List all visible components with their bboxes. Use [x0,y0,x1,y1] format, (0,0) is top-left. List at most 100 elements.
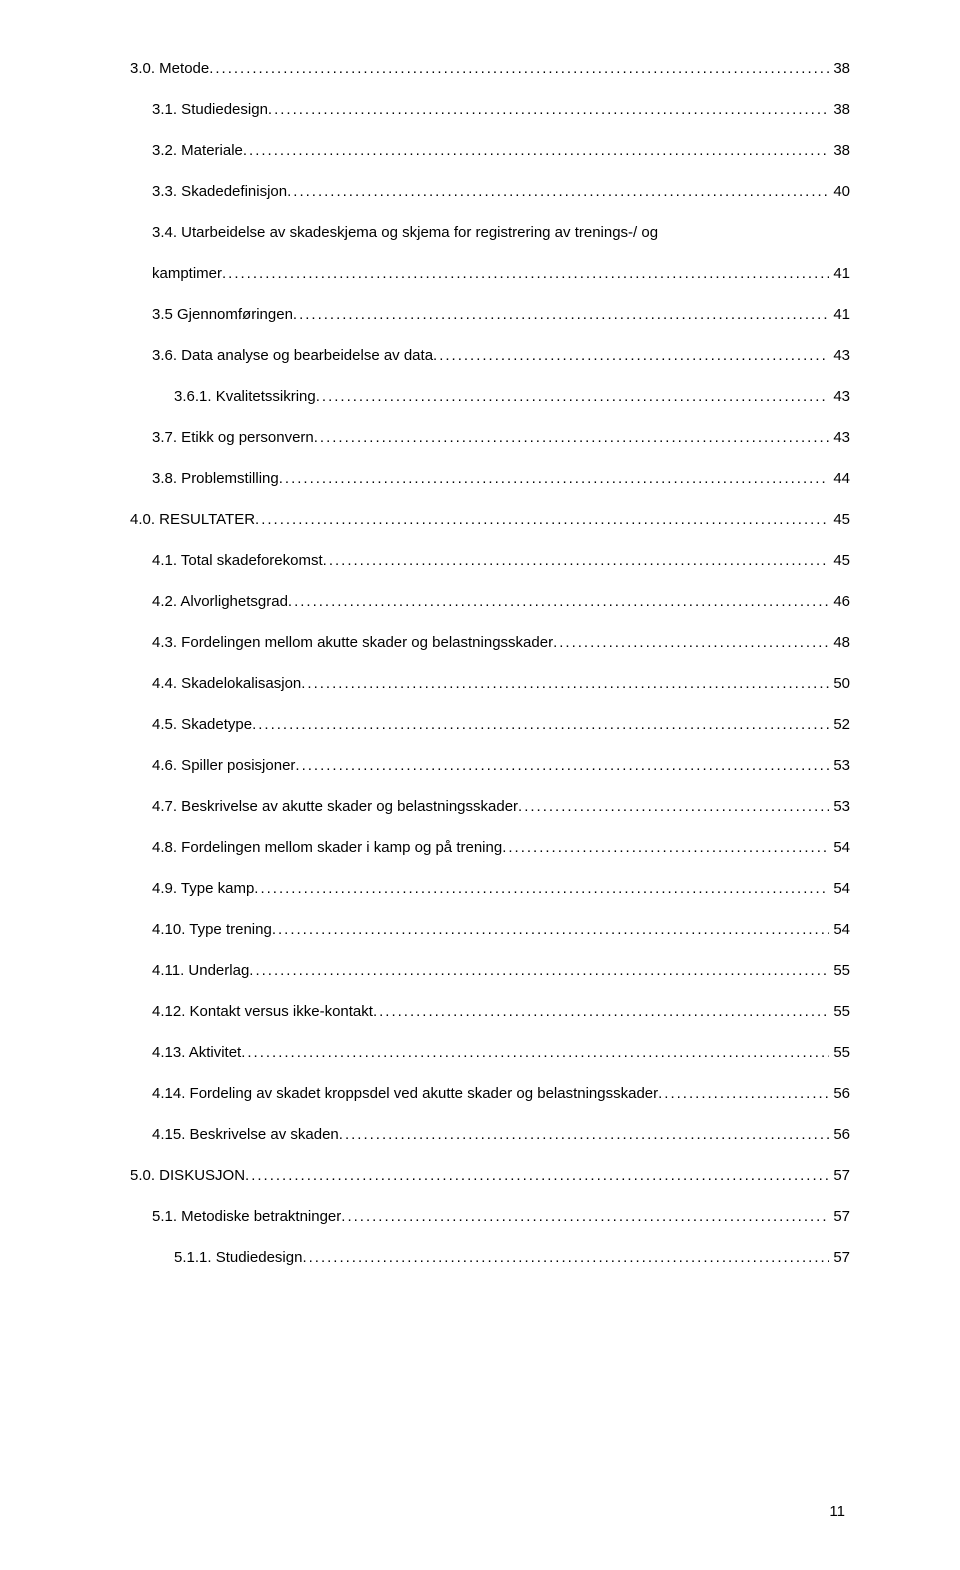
toc-entry-page: 57 [829,1208,850,1225]
toc-entry: 4.15. Beskrivelse av skaden.............… [130,1126,850,1143]
toc-dot-leader: ........................................… [279,470,830,487]
toc-entry-label: 3.1. Studiedesign [152,101,268,118]
toc-entry-page: 57 [829,1167,850,1184]
toc-entry-label: 4.11. Underlag [152,962,249,979]
toc-entry: 5.1.1. Studiedesign.....................… [130,1249,850,1266]
toc-entry-page: 38 [829,101,850,118]
toc-entry: 4.13. Aktivitet.........................… [130,1044,850,1061]
toc-dot-leader: ........................................… [301,675,829,692]
toc-entry: 4.12. Kontakt versus ikke-kontakt.......… [130,1003,850,1020]
toc-dot-leader: ........................................… [293,306,829,323]
toc-dot-leader: ........................................… [316,388,830,405]
toc-dot-leader: ........................................… [287,183,829,200]
toc-dot-leader: ........................................… [288,593,829,610]
toc-entry: 4.3. Fordelingen mellom akutte skader og… [130,634,850,651]
toc-entry: 4.10. Type trening......................… [130,921,850,938]
toc-dot-leader: ........................................… [658,1085,829,1102]
toc-entry: 3.8. Problemstilling....................… [130,470,850,487]
toc-entry-page: 44 [829,470,850,487]
toc-entry-page: 55 [829,962,850,979]
toc-entry-label: 4.3. Fordelingen mellom akutte skader og… [152,634,553,651]
toc-dot-leader: ........................................… [272,921,830,938]
toc-entry-page: 53 [829,798,850,815]
toc-entry-label: 3.2. Materiale [152,142,243,159]
toc-entry-label: 5.1.1. Studiedesign [174,1249,302,1266]
toc-entry-label: 4.5. Skadetype [152,716,252,733]
toc-dot-leader: ........................................… [255,511,829,528]
toc-dot-leader: ........................................… [339,1126,830,1143]
toc-dot-leader: ........................................… [302,1249,829,1266]
toc-entry: 3.6.1. Kvalitetssikring.................… [130,388,850,405]
toc-entry-page: 56 [829,1126,850,1143]
toc-entry-label: 3.6.1. Kvalitetssikring [174,388,316,405]
toc-entry-page: 54 [829,839,850,856]
toc-entry-label: 4.14. Fordeling av skadet kroppsdel ved … [152,1085,658,1102]
toc-dot-leader: ........................................… [222,265,829,282]
toc-entry-page: 38 [829,60,850,77]
toc-entry-label: 4.10. Type trening [152,921,272,938]
toc-dot-leader: ........................................… [241,1044,829,1061]
toc-entry: 4.2. Alvorlighetsgrad...................… [130,593,850,610]
toc-entry-label: 3.0. Metode [130,60,209,77]
toc-entry-page: 53 [829,757,850,774]
toc-entry: 3.4. Utarbeidelse av skadeskjema og skje… [130,224,850,241]
toc-entry-page: 45 [829,511,850,528]
toc-entry: 4.4. Skadelokalisasjon..................… [130,675,850,692]
toc-entry-page: 41 [829,306,850,323]
toc-entry-label: 5.0. DISKUSJON [130,1167,245,1184]
toc-entry: 4.9. Type kamp..........................… [130,880,850,897]
toc-entry-page: 40 [829,183,850,200]
toc-entry-page: 43 [829,388,850,405]
page-number: 11 [829,1503,845,1520]
toc-entry-page: 55 [829,1044,850,1061]
toc-entry: 4.0. RESULTATER.........................… [130,511,850,528]
toc-entry: 3.3. Skadedefinisjon....................… [130,183,850,200]
toc-entry: kamptimer...............................… [130,265,850,282]
toc-dot-leader: ........................................… [249,962,829,979]
toc-dot-leader: ........................................… [553,634,829,651]
toc-entry-label: 4.7. Beskrivelse av akutte skader og bel… [152,798,518,815]
toc-entry: 3.0. Metode.............................… [130,60,850,77]
toc-entry-label: 4.6. Spiller posisjoner [152,757,295,774]
toc-dot-leader: ........................................… [254,880,829,897]
toc-entry: 4.5. Skadetype..........................… [130,716,850,733]
toc-entry-label: kamptimer [152,265,222,282]
toc-entry-label: 4.1. Total skadeforekomst [152,552,323,569]
toc-entry-label: 4.13. Aktivitet [152,1044,241,1061]
toc-entry: 3.7. Etikk og personvern................… [130,429,850,446]
toc-entry: 5.1. Metodiske betraktninger............… [130,1208,850,1225]
toc-entry: 4.11. Underlag..........................… [130,962,850,979]
toc-entry: 3.1. Studiedesign.......................… [130,101,850,118]
toc-entry-label: 4.12. Kontakt versus ikke-kontakt [152,1003,373,1020]
toc-entry-label: 4.8. Fordelingen mellom skader i kamp og… [152,839,502,856]
toc-dot-leader: ........................................… [323,552,830,569]
toc-entry-label: 4.9. Type kamp [152,880,254,897]
toc-entry-page: 54 [829,921,850,938]
toc-entry-label: 4.4. Skadelokalisasjon [152,675,301,692]
toc-dot-leader: ........................................… [502,839,829,856]
toc-dot-leader: ........................................… [341,1208,829,1225]
toc-dot-leader: ........................................… [268,101,829,118]
toc-entry-page: 38 [829,142,850,159]
toc-entry: 4.8. Fordelingen mellom skader i kamp og… [130,839,850,856]
toc-dot-leader: ........................................… [209,60,829,77]
toc-dot-leader: ........................................… [243,142,829,159]
toc-entry: 3.2. Materiale..........................… [130,142,850,159]
toc-entry-label: 4.2. Alvorlighetsgrad [152,593,288,610]
toc-dot-leader: ........................................… [252,716,829,733]
toc-entry-page: 57 [829,1249,850,1266]
toc-entry: 4.7. Beskrivelse av akutte skader og bel… [130,798,850,815]
toc-dot-leader: ........................................… [518,798,829,815]
toc-entry-page: 52 [829,716,850,733]
toc-entry-label: 3.4. Utarbeidelse av skadeskjema og skje… [152,224,658,241]
toc-entry-label: 5.1. Metodiske betraktninger [152,1208,341,1225]
toc-entry-page: 41 [829,265,850,282]
toc-entry-page: 43 [829,429,850,446]
toc-entry-page: 46 [829,593,850,610]
toc-entry-page: 43 [829,347,850,364]
toc-entry-page: 50 [829,675,850,692]
toc-entry-page: 55 [829,1003,850,1020]
toc-dot-leader: ........................................… [314,429,830,446]
toc-dot-leader: ........................................… [245,1167,829,1184]
table-of-contents: 3.0. Metode.............................… [130,60,850,1266]
